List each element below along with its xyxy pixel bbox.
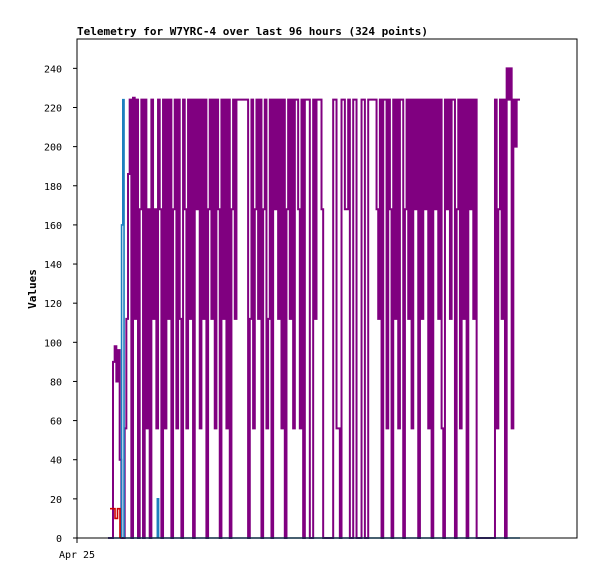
series-line-purple [108,67,520,539]
series-layer [77,67,577,539]
y-tick-label: 180 [44,182,62,193]
y-tick-label: 40 [50,456,62,467]
y-tick-label: 100 [44,338,62,349]
y-tick-label: 60 [50,417,62,428]
y-tick-label: 220 [44,103,62,114]
y-tick-label: 160 [44,221,62,232]
y-axis: 0 20 40 60 80 100 120 140 160 180 200 220 240 [44,64,77,545]
x-tick-label: Apr 25 [59,550,95,561]
y-tick-label: 0 [56,534,62,545]
y-tick-label: 120 [44,299,62,310]
chart-title: Telemetry for W7YRC-4 over last 96 hours… [77,25,428,38]
y-tick-label: 80 [50,377,62,388]
y-tick-label: 240 [44,64,62,75]
y-tick-label: 20 [50,495,62,506]
y-axis-label: Values [26,269,39,309]
series-line-red [110,507,121,538]
x-axis: Apr 25 [59,538,95,561]
y-tick-label: 140 [44,260,62,271]
y-tick-label: 200 [44,143,62,154]
